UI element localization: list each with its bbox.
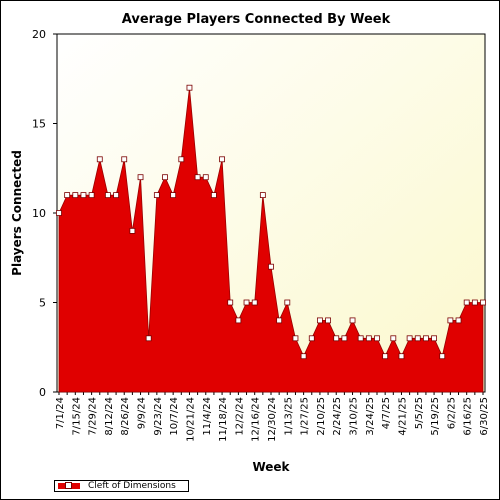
x-tick-label: 1/13/25 (283, 397, 294, 436)
data-point (455, 317, 462, 324)
data-point (463, 299, 470, 306)
data-point (431, 335, 437, 342)
data-point (178, 156, 185, 163)
data-point (96, 156, 103, 163)
data-point (153, 192, 160, 199)
data-point (439, 353, 446, 360)
data-point (202, 174, 209, 181)
y-tick-label: 20 (32, 28, 46, 41)
x-tick-label: 3/24/25 (365, 397, 376, 436)
data-point (162, 174, 168, 181)
x-tick-label: 10/7/24 (169, 397, 180, 436)
data-point (80, 192, 87, 199)
data-point (259, 192, 266, 199)
x-axis: 7/1/24 7/15/24 7/29/24 8/12/24 8/26/24 9/9/24… (55, 392, 490, 442)
legend-series-name: Cleft of Dimensions (88, 481, 176, 491)
data-point (251, 299, 258, 306)
x-tick-label: 9/23/24 (153, 397, 164, 436)
data-point (276, 317, 283, 324)
x-tick-label: 6/16/25 (463, 397, 474, 436)
data-point (64, 192, 71, 199)
data-point (349, 317, 356, 324)
data-point (56, 210, 62, 216)
data-point (211, 192, 217, 199)
data-point (325, 317, 331, 324)
data-point (105, 192, 111, 199)
x-tick-label: 11/18/24 (218, 397, 229, 442)
x-tick-label: 5/19/25 (430, 397, 441, 436)
data-point (284, 299, 291, 306)
x-axis-label: Week (252, 460, 290, 474)
x-tick-label: 11/4/24 (202, 397, 213, 436)
data-point (219, 156, 225, 163)
x-tick-label: 12/30/24 (267, 397, 278, 442)
y-tick-label: 0 (39, 386, 46, 399)
x-tick-label: 12/16/24 (251, 397, 262, 442)
data-point (300, 353, 307, 360)
x-tick-label: 12/2/24 (234, 397, 245, 436)
data-point (145, 335, 152, 342)
data-point (72, 192, 79, 199)
x-tick-label: 10/21/24 (185, 397, 196, 442)
data-point (194, 174, 201, 181)
data-point (423, 335, 429, 342)
data-point (357, 335, 364, 342)
x-tick-label: 2/10/25 (316, 397, 327, 436)
data-point (129, 227, 136, 234)
legend: Cleft of Dimensions (54, 480, 189, 492)
x-tick-label: 8/26/24 (120, 397, 131, 436)
x-tick-label: 7/1/24 (55, 397, 66, 429)
data-point (121, 156, 128, 163)
data-point (292, 335, 299, 342)
data-point (382, 353, 389, 360)
y-axis: 0 5 10 15 20 (32, 28, 57, 399)
x-tick-label: 7/15/24 (71, 397, 82, 436)
x-tick-label: 4/7/25 (381, 397, 392, 429)
data-point (374, 335, 380, 342)
data-point (480, 299, 486, 306)
data-point (341, 335, 348, 342)
data-point (317, 317, 323, 324)
data-point (447, 317, 454, 324)
data-point (88, 192, 95, 199)
x-tick-label: 4/21/25 (397, 397, 408, 436)
data-point (471, 299, 478, 306)
y-tick-label: 5 (39, 297, 46, 310)
x-tick-label: 6/2/25 (446, 397, 457, 429)
data-point (406, 335, 413, 342)
data-point (113, 192, 119, 199)
legend-marker (65, 482, 72, 489)
y-axis-label: Players Connected (10, 150, 24, 276)
x-tick-label: 1/27/25 (300, 397, 311, 436)
data-point (235, 317, 242, 324)
x-tick-label: 2/24/25 (332, 397, 343, 436)
data-point (227, 299, 234, 306)
chart-title: Average Players Connected By Week (122, 12, 391, 27)
data-point (137, 174, 144, 181)
data-point (308, 335, 315, 342)
data-point (333, 335, 340, 342)
data-point (268, 263, 274, 270)
data-point (365, 335, 372, 342)
x-tick-label: 9/9/24 (137, 397, 148, 429)
x-tick-label: 5/5/25 (414, 397, 425, 429)
data-point (170, 192, 177, 199)
data-point (414, 335, 421, 342)
y-tick-label: 15 (32, 118, 46, 131)
x-tick-label: 7/29/24 (88, 397, 99, 436)
series-layer (56, 84, 486, 393)
x-tick-label: 6/30/25 (479, 397, 490, 436)
x-tick-label: 8/12/24 (104, 397, 115, 436)
y-tick-label: 10 (32, 207, 46, 220)
data-point (243, 299, 250, 306)
data-point (186, 84, 193, 91)
data-point (398, 353, 405, 360)
x-tick-label: 3/10/25 (349, 397, 360, 436)
data-point (390, 335, 397, 342)
